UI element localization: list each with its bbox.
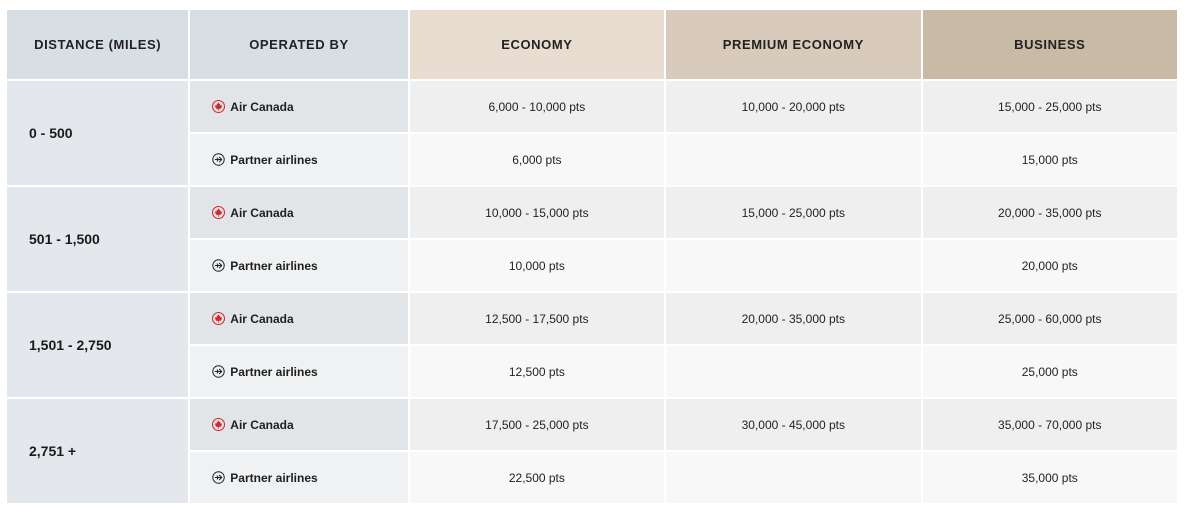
economy-value: 6,000 - 10,000 pts: [409, 81, 665, 132]
premium-economy-value: [666, 452, 921, 503]
premium-economy-value: 10,000 - 20,000 pts: [666, 81, 921, 132]
operator-label: Partner airlines: [230, 470, 318, 485]
operator-label: Air Canada: [230, 205, 294, 220]
business-value: 25,000 - 60,000 pts: [922, 293, 1177, 344]
premium-economy-value: [666, 240, 921, 291]
header-operated-by: OPERATED BY: [190, 10, 408, 79]
premium-economy-value: 15,000 - 25,000 pts: [666, 187, 921, 238]
operator-cell: Partner airlines: [190, 452, 408, 503]
premium-economy-value: [666, 134, 921, 185]
header-premium-economy: PREMIUM ECONOMY: [666, 10, 921, 79]
table-row: Partner airlines 22,500 pts 35,000 pts: [7, 452, 1177, 503]
maple-leaf-icon: [211, 100, 225, 114]
operator-label: Partner airlines: [230, 258, 318, 273]
table-row: 501 - 1,500 Air Canada 10,000 - 15,000 p…: [7, 187, 1177, 291]
table-row: 1,501 - 2,750 Air Canada 12,500 - 17,500…: [7, 293, 1177, 397]
economy-value: 22,500 pts: [409, 452, 665, 503]
maple-leaf-icon: [211, 206, 225, 220]
airplane-circle-icon: [211, 153, 225, 167]
table-row: Partner airlines 6,000 pts 15,000 pts: [7, 134, 1177, 185]
operator-cell: Air Canada: [190, 399, 408, 450]
operator-label: Partner airlines: [230, 152, 318, 167]
business-value: 20,000 pts: [922, 240, 1177, 291]
business-value: 20,000 - 35,000 pts: [922, 187, 1177, 238]
economy-value: 10,000 - 15,000 pts: [409, 187, 665, 238]
distance-cell: 1,501 - 2,750: [7, 293, 189, 397]
economy-value: 12,500 - 17,500 pts: [409, 293, 665, 344]
header-row: DISTANCE (MILES) OPERATED BY ECONOMY PRE…: [7, 10, 1177, 79]
award-chart-container: DISTANCE (MILES) OPERATED BY ECONOMY PRE…: [7, 10, 1180, 505]
table-row: 0 - 500 Air Canada 6,000 - 10,000 pts 10…: [7, 81, 1177, 185]
operator-label: Air Canada: [230, 417, 294, 432]
award-chart-table: DISTANCE (MILES) OPERATED BY ECONOMY PRE…: [5, 8, 1179, 505]
airplane-circle-icon: [211, 259, 225, 273]
premium-economy-value: 30,000 - 45,000 pts: [666, 399, 921, 450]
table-row: Partner airlines 12,500 pts 25,000 pts: [7, 346, 1177, 397]
operator-cell: Partner airlines: [190, 346, 408, 397]
distance-cell: 2,751 +: [7, 399, 189, 503]
business-value: 25,000 pts: [922, 346, 1177, 397]
distance-cell: 501 - 1,500: [7, 187, 189, 291]
business-value: 15,000 pts: [922, 134, 1177, 185]
business-value: 35,000 - 70,000 pts: [922, 399, 1177, 450]
business-value: 35,000 pts: [922, 452, 1177, 503]
economy-value: 12,500 pts: [409, 346, 665, 397]
header-distance: DISTANCE (MILES): [7, 10, 189, 79]
economy-value: 6,000 pts: [409, 134, 665, 185]
premium-economy-value: [666, 346, 921, 397]
table-row: 2,751 + Air Canada 17,500 - 25,000 pts 3…: [7, 399, 1177, 503]
business-value: 15,000 - 25,000 pts: [922, 81, 1177, 132]
airplane-circle-icon: [211, 471, 225, 485]
premium-economy-value: 20,000 - 35,000 pts: [666, 293, 921, 344]
header-business: BUSINESS: [922, 10, 1177, 79]
operator-cell: Partner airlines: [190, 134, 408, 185]
distance-cell: 0 - 500: [7, 81, 189, 185]
operator-cell: Air Canada: [190, 81, 408, 132]
operator-cell: Partner airlines: [190, 240, 408, 291]
airplane-circle-icon: [211, 365, 225, 379]
maple-leaf-icon: [211, 312, 225, 326]
operator-cell: Air Canada: [190, 187, 408, 238]
table-row: Partner airlines 10,000 pts 20,000 pts: [7, 240, 1177, 291]
economy-value: 17,500 - 25,000 pts: [409, 399, 665, 450]
operator-label: Air Canada: [230, 99, 294, 114]
operator-label: Air Canada: [230, 311, 294, 326]
operator-label: Partner airlines: [230, 364, 318, 379]
operator-cell: Air Canada: [190, 293, 408, 344]
maple-leaf-icon: [211, 418, 225, 432]
header-economy: ECONOMY: [409, 10, 665, 79]
economy-value: 10,000 pts: [409, 240, 665, 291]
